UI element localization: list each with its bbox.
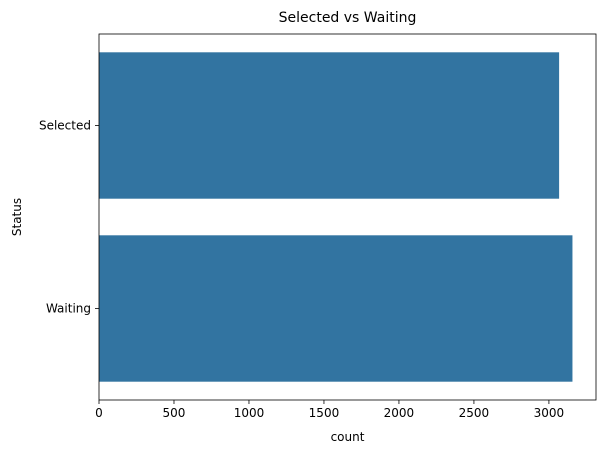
x-tick-label-1000: 1000 bbox=[234, 406, 265, 420]
x-tick-label-2000: 2000 bbox=[384, 406, 415, 420]
x-axis-label: count bbox=[331, 430, 365, 444]
y-tick-layer: Selected Waiting bbox=[39, 119, 99, 316]
bars-layer bbox=[99, 52, 573, 382]
x-tick-layer: 0 500 1000 1500 2000 2500 3000 bbox=[95, 400, 564, 420]
x-tick-label-500: 500 bbox=[163, 406, 186, 420]
y-tick-label-waiting: Waiting bbox=[46, 302, 91, 316]
x-tick-label-0: 0 bbox=[95, 406, 103, 420]
plot-frame bbox=[98, 33, 597, 401]
bar-selected bbox=[99, 52, 560, 199]
chart-title: Selected vs Waiting bbox=[279, 10, 417, 26]
x-tick-label-1500: 1500 bbox=[309, 406, 340, 420]
bar-waiting bbox=[99, 235, 573, 382]
y-axis-label: Status bbox=[10, 198, 24, 236]
x-tick-label-3000: 3000 bbox=[534, 406, 565, 420]
y-tick-label-selected: Selected bbox=[39, 119, 91, 133]
x-tick-label-2500: 2500 bbox=[459, 406, 490, 420]
